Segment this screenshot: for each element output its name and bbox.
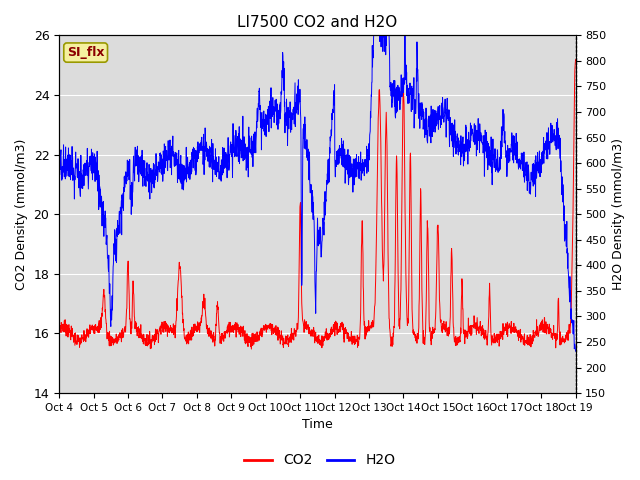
Text: SI_flx: SI_flx [67, 46, 104, 59]
X-axis label: Time: Time [302, 419, 333, 432]
Y-axis label: H2O Density (mmol/m3): H2O Density (mmol/m3) [612, 138, 625, 290]
Y-axis label: CO2 Density (mmol/m3): CO2 Density (mmol/m3) [15, 139, 28, 290]
Title: LI7500 CO2 and H2O: LI7500 CO2 and H2O [237, 15, 397, 30]
Legend: CO2, H2O: CO2, H2O [239, 448, 401, 473]
